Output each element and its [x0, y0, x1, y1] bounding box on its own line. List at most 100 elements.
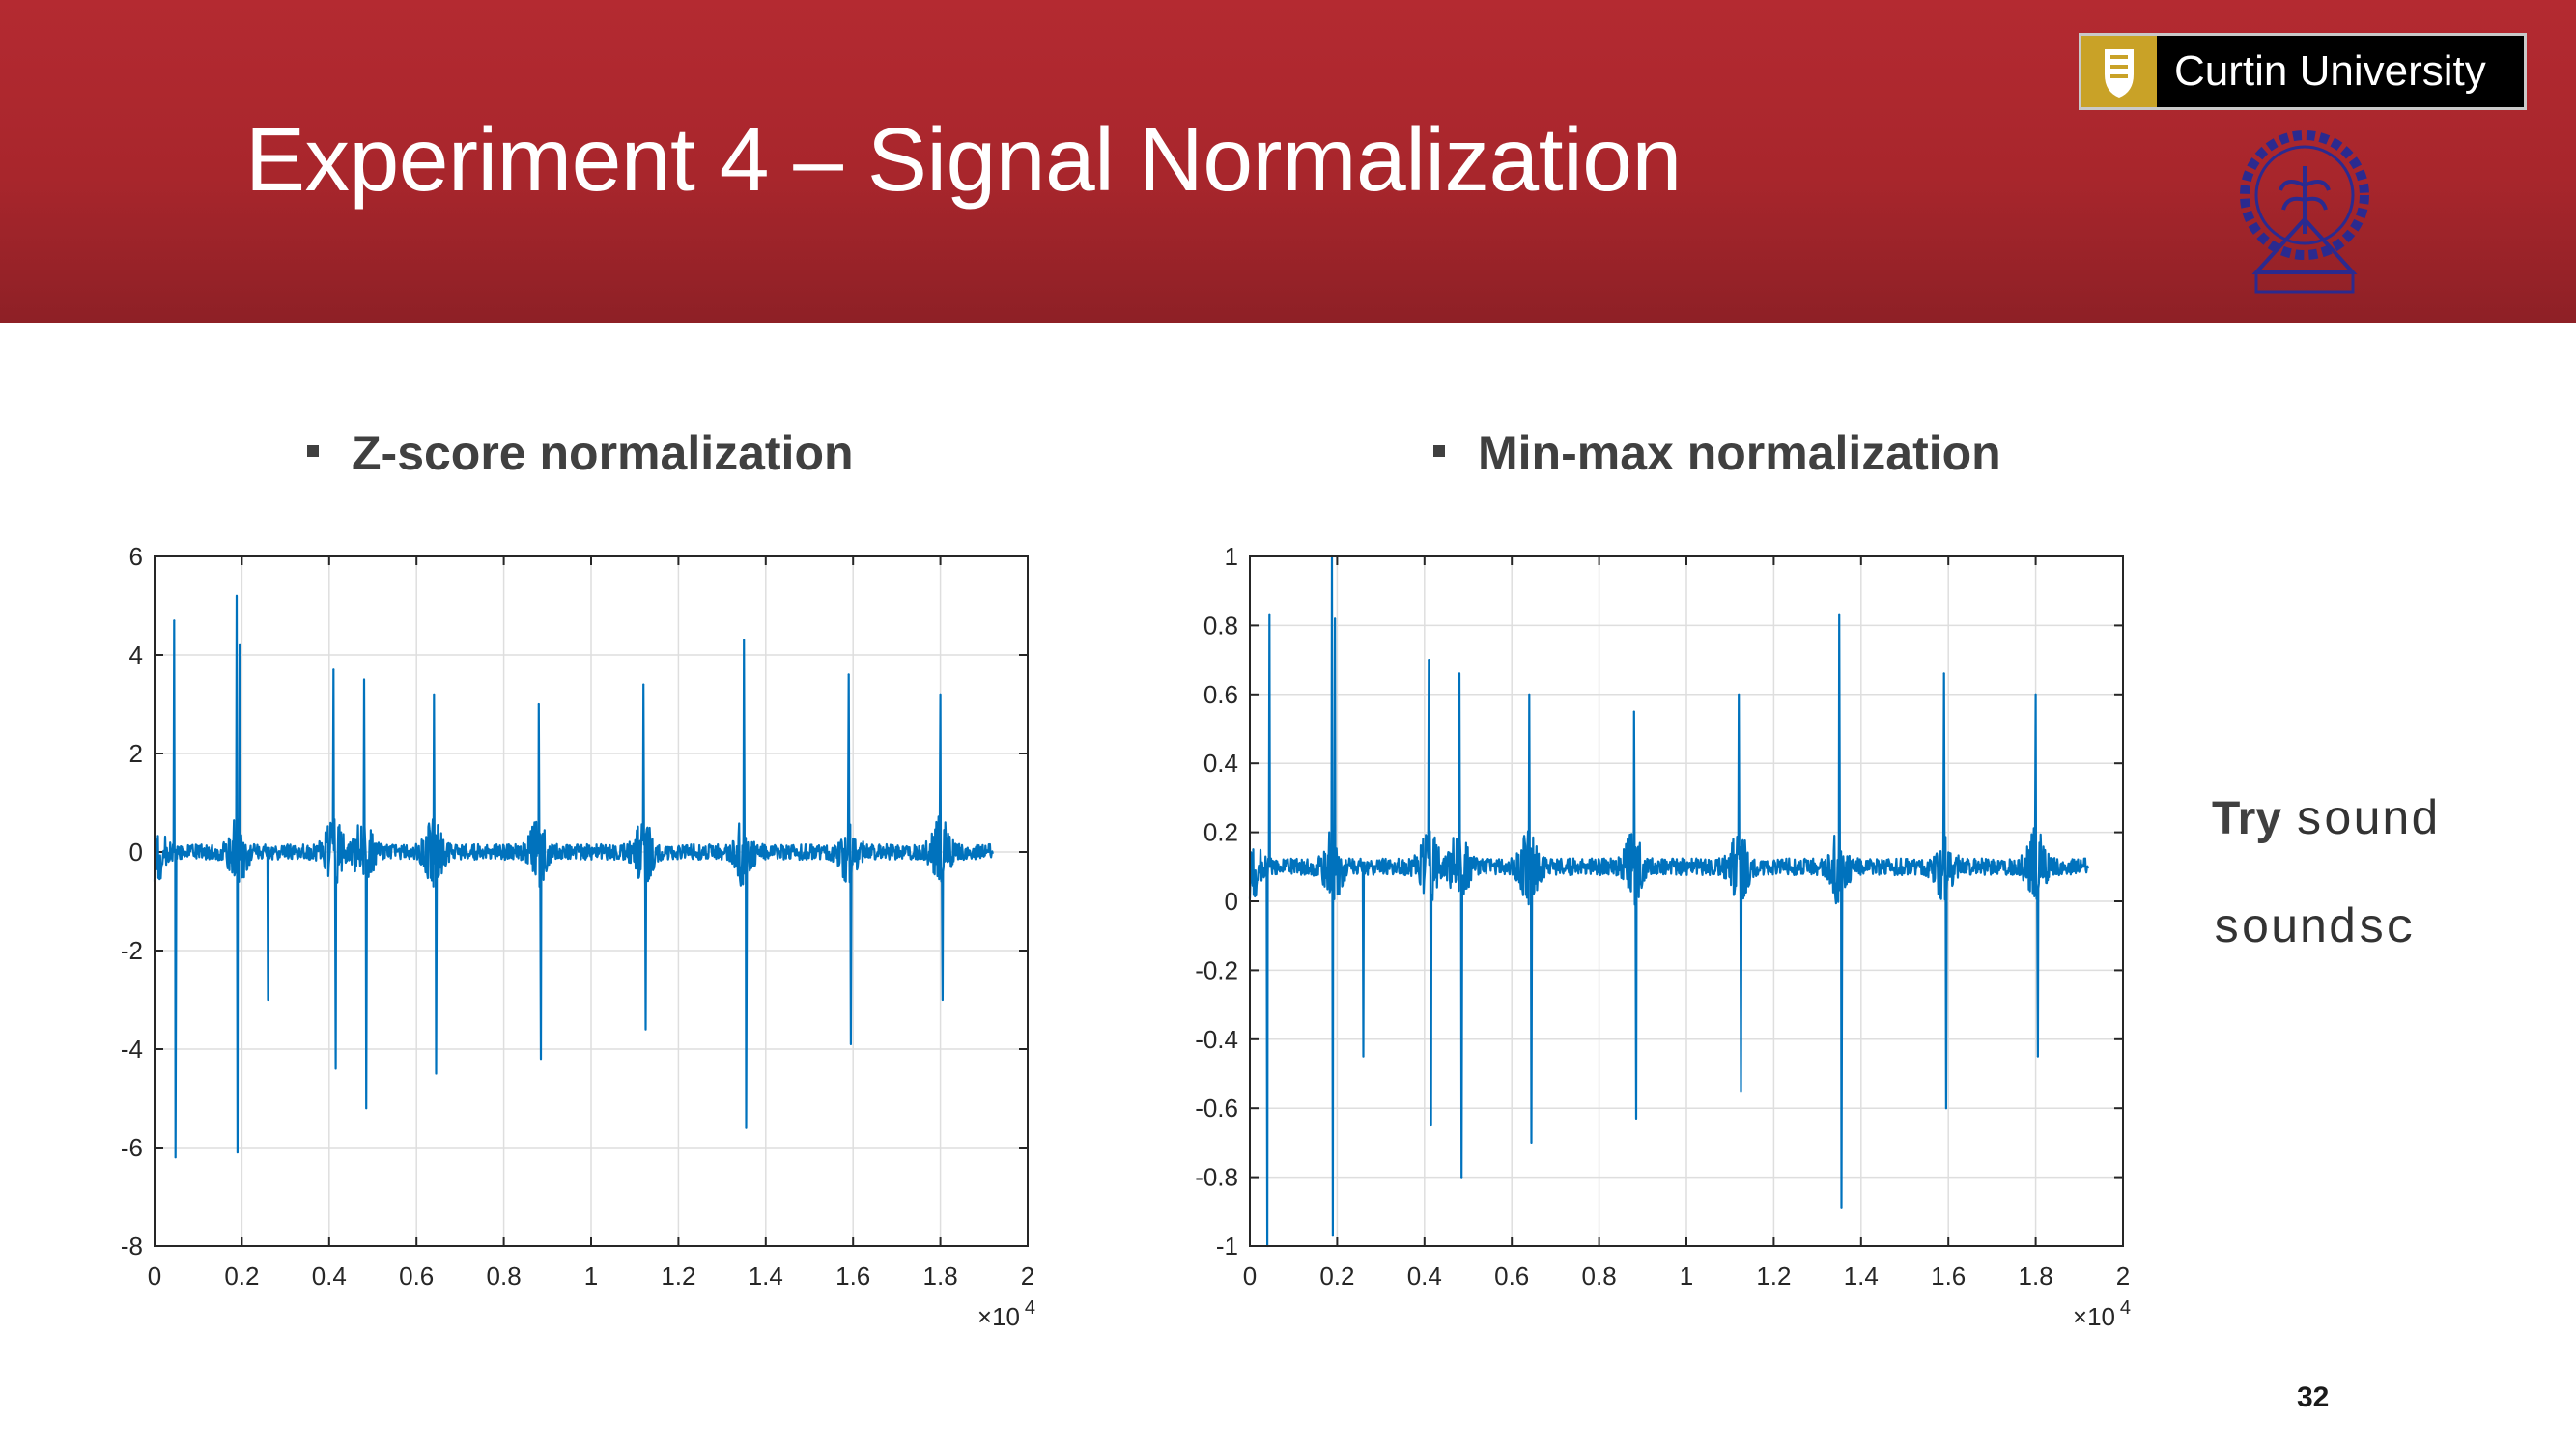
- x-tick-label: 1.4: [1844, 1262, 1879, 1291]
- signal-peak-point: [537, 703, 540, 705]
- x-exponent-label: ×10: [977, 1302, 1020, 1331]
- y-tick-label: 4: [129, 640, 143, 669]
- signal-peak-point: [1740, 1090, 1742, 1093]
- signal-peak-point: [540, 1058, 543, 1061]
- x-tick-label: 1: [584, 1262, 598, 1291]
- x-tick-label: 1.4: [749, 1262, 783, 1291]
- x-tick-label: 2: [2116, 1262, 2130, 1291]
- signal-peak-point: [1430, 1124, 1432, 1127]
- signal-peak-point: [334, 1067, 337, 1070]
- bullet-marker: [1433, 444, 1445, 457]
- signal-peak-point: [1331, 1235, 1334, 1237]
- x-tick-label: 0.2: [1319, 1262, 1354, 1291]
- slide-title: Experiment 4 – Signal Normalization: [245, 109, 1682, 210]
- signal-peak-point: [236, 1151, 239, 1154]
- try-note: Try sound: [2212, 792, 2439, 849]
- page-number: 32: [2297, 1381, 2330, 1413]
- signal-peak-point: [644, 1028, 647, 1031]
- soundsc-command: soundsc: [2212, 902, 2416, 957]
- x-tick-label: 0.6: [1494, 1262, 1529, 1291]
- signal-peak-point: [1632, 710, 1635, 713]
- signal-peak-point: [1268, 613, 1271, 616]
- signal-peak-point: [1460, 1176, 1463, 1179]
- y-tick-label: -0.6: [1195, 1094, 1238, 1122]
- signal-peak-point: [235, 594, 238, 597]
- y-tick-label: 0.2: [1203, 818, 1238, 847]
- y-tick-label: -8: [121, 1232, 143, 1261]
- x-exponent-label: ×10: [2073, 1302, 2115, 1331]
- signal-peak-point: [939, 693, 942, 696]
- signal-peak-point: [365, 1107, 368, 1110]
- signal-line: [1248, 554, 2089, 1248]
- sound-command: sound: [2294, 794, 2440, 849]
- signal-peak-point: [1635, 1117, 1638, 1120]
- signal-peak-point: [362, 678, 365, 681]
- signal-peak-point: [267, 999, 269, 1001]
- bullet-minmax-label: Min-max normalization: [1478, 426, 2001, 480]
- signal-peak-point: [1458, 672, 1460, 675]
- signal-peak-point: [1334, 617, 1337, 620]
- y-tick-label: -6: [121, 1133, 143, 1162]
- x-tick-label: 1.6: [835, 1262, 870, 1291]
- y-tick-label: 6: [129, 542, 143, 571]
- plot-frame: [1249, 555, 2124, 1247]
- x-tick-label: 0.4: [312, 1262, 347, 1291]
- y-tick-label: -2: [121, 936, 143, 965]
- slide-header: Experiment 4 – Signal Normalization Curt…: [0, 0, 2576, 323]
- y-tick-label: -0.8: [1195, 1163, 1238, 1192]
- signal-peak-point: [847, 673, 850, 676]
- curtin-logo-text: Curtin University: [2174, 47, 2486, 95]
- x-tick-label: 2: [1021, 1262, 1034, 1291]
- y-tick-label: 0.6: [1203, 680, 1238, 709]
- plot-frame: [154, 555, 1029, 1247]
- x-tick-label: 0.6: [399, 1262, 434, 1291]
- bullet-zscore: Z-score normalization: [307, 425, 854, 481]
- x-exponent-power: 4: [2120, 1297, 2131, 1319]
- x-tick-label: 0: [1243, 1262, 1257, 1291]
- minmax-chart: 0 0.2 0.4 0.6 0.8 1 1.2 1.4 1.6 1.8 2 1 0.8 0.6 0.4 0.2…: [1195, 542, 2131, 1331]
- y-tick-label: 0.4: [1203, 749, 1238, 778]
- signal-peak-point: [435, 1072, 438, 1075]
- signal-peak-point: [1528, 693, 1531, 696]
- signal-peak-point: [941, 999, 944, 1001]
- y-tick-label: -1: [1216, 1232, 1238, 1261]
- signal-peak-point: [1738, 693, 1741, 696]
- x-tick-label: 1.8: [2019, 1262, 2053, 1291]
- y-tick-label: 0: [1225, 887, 1238, 916]
- x-tick-label: 1.6: [1931, 1262, 1966, 1291]
- bullet-marker: [307, 444, 319, 457]
- x-tick-label: 0.2: [224, 1262, 259, 1291]
- signal-peak-point: [2034, 693, 2037, 696]
- x-tick-label: 0.8: [487, 1262, 522, 1291]
- x-tick-label: 0: [148, 1262, 161, 1291]
- signal-peak-point: [433, 693, 436, 696]
- y-tick-label: 0: [129, 838, 143, 867]
- y-tick-label: -0.4: [1195, 1025, 1238, 1054]
- y-tick-label: -4: [121, 1035, 143, 1064]
- signal-peak-point: [849, 1042, 852, 1045]
- signal-peak-point: [743, 639, 746, 641]
- y-tick-label: 1: [1225, 542, 1238, 571]
- curtin-logo: Curtin University: [2079, 33, 2527, 110]
- signal-peak-point: [239, 643, 241, 646]
- y-tick-label: 2: [129, 739, 143, 768]
- signal-peak-point: [1428, 659, 1430, 662]
- signal-peak-point: [1942, 672, 1945, 675]
- x-tick-label: 1: [1680, 1262, 1693, 1291]
- y-tick-label: 0.8: [1203, 611, 1238, 639]
- signal-peak-point: [1530, 1141, 1533, 1144]
- bullet-zscore-label: Z-score normalization: [352, 426, 854, 480]
- try-label: Try: [2212, 793, 2282, 844]
- curtin-crest-icon: [2081, 36, 2157, 107]
- signal-peak-point: [332, 668, 335, 671]
- y-tick-label: -0.2: [1195, 955, 1238, 984]
- bullet-minmax: Min-max normalization: [1433, 425, 2001, 481]
- x-tick-label: 1.2: [661, 1262, 695, 1291]
- x-exponent-power: 4: [1025, 1297, 1035, 1319]
- x-tick-label: 0.4: [1407, 1262, 1442, 1291]
- signal-peak-point: [642, 683, 645, 686]
- signal-peak-point: [1838, 613, 1841, 616]
- signal-peak-point: [174, 1156, 177, 1159]
- signal-peak-point: [173, 619, 176, 622]
- x-tick-label: 1.8: [923, 1262, 958, 1291]
